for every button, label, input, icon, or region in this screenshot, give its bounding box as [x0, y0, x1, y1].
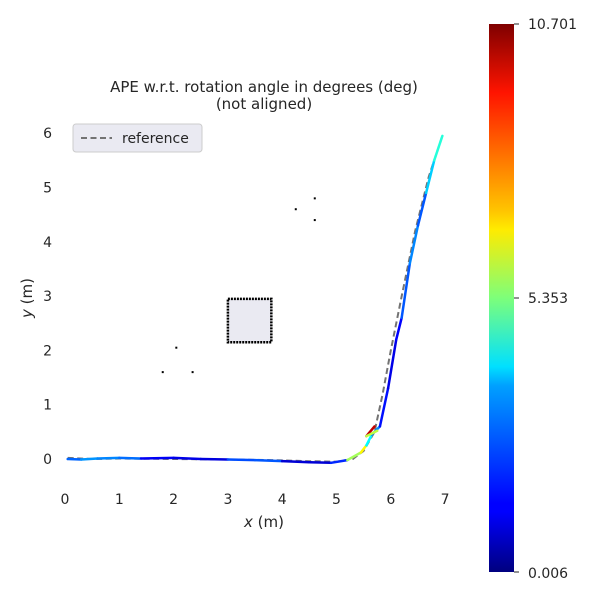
estimate-segment — [80, 457, 99, 461]
map-speck — [294, 208, 297, 211]
estimate-segment — [172, 456, 202, 461]
estimate-segment — [386, 338, 398, 390]
estimated-trajectory — [66, 134, 444, 465]
y-axis-label-var: y — [18, 308, 36, 319]
x-axis-label-var: x — [243, 513, 253, 531]
y-tick-label: 1 — [43, 398, 52, 414]
estimate-segment — [424, 159, 436, 195]
estimate-spur — [365, 429, 379, 438]
occupancy-map — [161, 197, 316, 374]
colorbar-label-mid: 5.353 — [528, 291, 568, 307]
estimate-segment — [139, 456, 175, 460]
colorbar-label-min: 0.006 — [528, 566, 568, 582]
map-speck — [191, 371, 194, 374]
estimate-segment — [118, 456, 143, 460]
estimate-segment — [365, 433, 374, 447]
x-tick-label: 5 — [332, 492, 341, 508]
estimate-segment — [346, 451, 363, 462]
y-tick-label: 3 — [43, 289, 52, 305]
x-tick-label: 6 — [386, 492, 395, 508]
colorbar-gradient — [489, 24, 514, 572]
map-obstacle — [226, 297, 273, 344]
x-tick-label: 1 — [115, 492, 124, 508]
estimate-segment — [432, 134, 444, 162]
map-speck — [313, 197, 316, 200]
estimate-segment — [394, 316, 403, 341]
x-tick-label: 2 — [169, 492, 178, 508]
estimate-segment — [329, 458, 349, 465]
colorbar-label-max: 10.701 — [528, 17, 577, 33]
estimate-segment — [400, 262, 412, 320]
chart-title-line-1: APE w.r.t. rotation angle in degrees (de… — [110, 78, 418, 96]
estimate-segment — [96, 456, 121, 460]
y-axis-label-unit: (m) — [18, 278, 36, 309]
y-axis-label: y (m) — [18, 278, 36, 319]
map-speck — [161, 371, 164, 374]
y-tick-label: 2 — [43, 343, 52, 359]
estimate-segment — [66, 457, 83, 461]
map-speck — [313, 219, 316, 222]
legend-box — [72, 123, 203, 153]
estimate-segment — [199, 457, 230, 461]
estimate-segment — [308, 461, 333, 465]
y-tick-label: 5 — [43, 181, 52, 197]
x-axis-label: x (m) — [243, 513, 284, 531]
estimate-segment — [253, 458, 284, 463]
y-tick-label: 6 — [43, 126, 52, 142]
y-tick-label: 0 — [43, 452, 52, 468]
y-tick-label: 4 — [43, 235, 52, 251]
estimate-segment — [226, 458, 257, 462]
legend-reference-label: reference — [122, 131, 189, 147]
estimate-segment — [378, 387, 390, 428]
estimate-segment — [359, 444, 368, 454]
legend: reference — [72, 123, 203, 153]
x-tick-label: 3 — [223, 492, 232, 508]
map-speck — [175, 346, 178, 349]
estimate-segment — [408, 224, 420, 265]
chart-title-line-2: (not aligned) — [216, 95, 312, 113]
estimate-segment — [280, 459, 311, 464]
x-tick-label: 4 — [278, 492, 287, 508]
x-tick-label: 7 — [441, 492, 450, 508]
x-axis-label-unit: (m) — [253, 513, 284, 531]
y-axis-ticks: 0 1 2 3 4 5 6 — [43, 126, 52, 468]
colorbar: 10.701 5.353 0.006 — [489, 17, 577, 582]
x-axis-ticks: 0 1 2 3 4 5 6 7 — [61, 492, 450, 508]
x-tick-label: 0 — [61, 492, 70, 508]
estimate-segment — [416, 191, 428, 227]
plot-area — [66, 134, 444, 465]
